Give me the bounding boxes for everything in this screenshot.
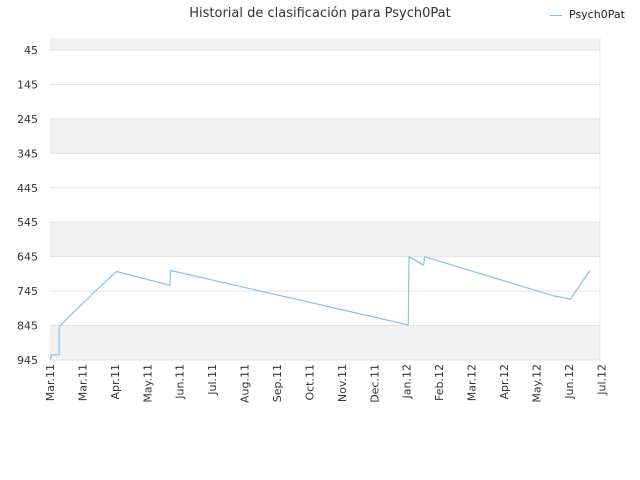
grid-band (50, 291, 600, 326)
y-tick-label: 545 (17, 216, 38, 229)
y-axis-ticks: 45 145 245 345 445 545 645 745 845 945 (17, 44, 38, 367)
x-tick-label: Jun.12 (563, 364, 576, 400)
x-tick-label: Sep.11 (271, 364, 284, 402)
x-tick-label: Mar.11 (76, 364, 89, 401)
grid-bands (50, 38, 600, 360)
grid-band (50, 84, 600, 119)
y-tick-label: 245 (17, 113, 38, 126)
grid-band (50, 256, 600, 292)
y-tick-label: 145 (17, 78, 38, 91)
x-tick-label: Apr.11 (109, 364, 122, 400)
grid-band (50, 187, 600, 223)
x-axis-ticks: Mar.11 Mar.11 Apr.11 May.11 Jun.11 Jul.11 Aug.… (44, 364, 608, 403)
grid-band (50, 118, 600, 154)
x-tick-label: Jan.12 (401, 364, 414, 399)
legend-swatch (550, 15, 562, 16)
x-tick-label: Feb.12 (433, 364, 446, 401)
series-line (49, 256, 591, 361)
x-tick-label: Oct.11 (303, 364, 316, 401)
chart-title: Historial de clasificación para Psych0Pa… (189, 6, 451, 21)
x-tick-label: Mar.12 (466, 364, 479, 401)
x-tick-label: Dec.11 (368, 364, 381, 403)
legend-label: Psych0Pat (569, 8, 625, 21)
x-tick-label: May.11 (141, 364, 154, 403)
y-tick-label: 45 (24, 44, 38, 57)
series-layer (49, 256, 591, 361)
x-tick-label: Jul.11 (206, 364, 219, 396)
x-tick-label: Aug.11 (239, 364, 252, 403)
y-tick-label: 445 (17, 182, 38, 195)
y-tick-label: 845 (17, 320, 38, 333)
grid-band (50, 38, 600, 51)
x-tick-label: Apr.12 (498, 364, 511, 400)
grid-band (50, 325, 600, 360)
grid-band (50, 50, 600, 85)
x-tick-label: Mar.11 (44, 364, 57, 401)
x-tick-label: Jul.12 (595, 364, 608, 396)
y-tick-label: 745 (17, 285, 38, 298)
y-tick-label: 645 (17, 251, 38, 264)
y-tick-label: 345 (17, 147, 38, 160)
grid-band (50, 222, 600, 257)
y-tick-label: 945 (17, 354, 38, 367)
grid-lines (50, 38, 601, 361)
grid-band (50, 153, 600, 188)
x-tick-label: May.12 (530, 364, 543, 403)
x-tick-label: Nov.11 (336, 364, 349, 402)
x-tick-label: Jun.11 (174, 364, 187, 400)
